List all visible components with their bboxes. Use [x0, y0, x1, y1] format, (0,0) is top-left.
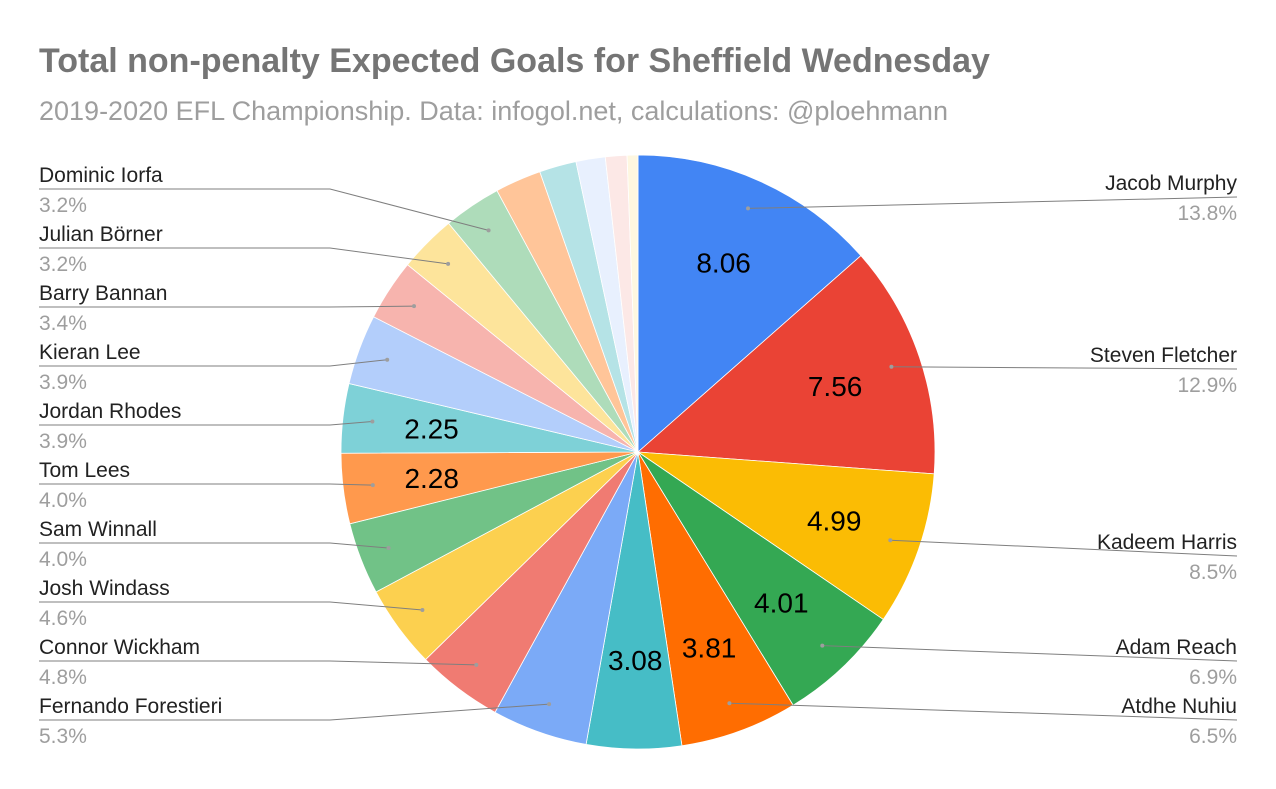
slice-labels: Jacob Murphy 13.8% Steven Fletcher 12.9% Kad…	[39, 164, 1237, 748]
slice-name-label: Atdhe Nuhiu	[1121, 695, 1237, 718]
slice-name-label: Jacob Murphy	[1105, 172, 1237, 195]
slice-value-label: 4.01	[754, 588, 809, 619]
slice-percent-label: 4.0%	[39, 489, 87, 512]
slice-percent-label: 4.8%	[39, 666, 87, 689]
slice-name-label: Kieran Lee	[39, 341, 141, 364]
slice-name-label: Dominic Iorfa	[39, 164, 163, 187]
leader-line	[747, 196, 1238, 209]
leader-line	[39, 359, 388, 367]
pie-slice-atdhe-nuhiu	[637, 451, 794, 747]
leader-line	[39, 247, 449, 265]
leader-dot	[820, 643, 825, 648]
leader-dot	[888, 538, 893, 543]
slice-percent-label: 6.5%	[1189, 725, 1237, 748]
leader-line	[890, 539, 1238, 557]
slice-name-label: Fernando Forestieri	[39, 695, 222, 718]
leader-line	[39, 305, 415, 308]
pie-slice-20	[626, 154, 639, 453]
slice-name-label: Julian Börner	[39, 223, 163, 246]
leader-dot	[746, 206, 750, 211]
slice-name-label: Sam Winnall	[39, 518, 157, 541]
slice-name-label: Steven Fletcher	[1090, 344, 1237, 367]
pie-slices	[340, 154, 936, 750]
leader-lines	[39, 188, 1238, 721]
leader-line	[39, 483, 373, 486]
slice-percent-label: 3.9%	[39, 430, 87, 453]
slice-percent-label: 3.2%	[39, 194, 87, 217]
leader-line	[39, 660, 477, 666]
leader-dot	[547, 702, 552, 707]
slice-percent-label: 4.6%	[39, 607, 87, 630]
slice-name-label: Adam Reach	[1116, 636, 1237, 659]
slice-value-label: 3.08	[608, 645, 663, 676]
leader-dot	[386, 546, 391, 550]
pie-slice-jacob-murphy	[637, 154, 862, 453]
leader-dot	[446, 261, 451, 266]
leader-line	[39, 703, 550, 721]
leader-dot	[486, 228, 491, 233]
chart-title: Total non-penalty Expected Goals for She…	[39, 42, 990, 80]
leader-dot	[474, 662, 479, 667]
slice-value-label: 4.99	[807, 506, 862, 537]
leader-dot	[370, 483, 375, 488]
slice-value-label: 2.28	[404, 463, 459, 494]
slice-percent-label: 3.9%	[39, 371, 87, 394]
slice-percent-label: 6.9%	[1189, 666, 1237, 689]
leader-line	[822, 645, 1238, 662]
leader-line	[891, 366, 1238, 370]
leader-dot	[420, 608, 425, 612]
leader-line	[39, 542, 389, 549]
slice-name-label: Connor Wickham	[39, 636, 200, 659]
leader-dot	[889, 364, 894, 369]
leader-dot	[370, 419, 375, 424]
slice-value-label: 7.56	[808, 371, 863, 402]
slice-name-label: Kadeem Harris	[1097, 531, 1237, 554]
slice-percent-label: 5.3%	[39, 725, 87, 748]
leader-dot	[412, 304, 416, 309]
leader-dot	[727, 701, 732, 706]
slice-value-label: 3.81	[682, 632, 737, 663]
chart-subtitle: 2019-2020 EFL Championship. Data: infogo…	[39, 96, 948, 126]
slice-percent-label: 13.8%	[1177, 202, 1237, 225]
pie-slice-adam-reach	[637, 451, 884, 706]
slice-percent-label: 12.9%	[1177, 374, 1237, 397]
leader-line	[39, 421, 373, 426]
slice-value-label: 8.06	[696, 248, 751, 279]
slice-percent-label: 3.4%	[39, 312, 87, 335]
pie-slice-kadeem-harris	[636, 451, 935, 621]
slice-name-label: Josh Windass	[39, 577, 170, 600]
leader-line	[39, 188, 489, 231]
slice-name-label: Jordan Rhodes	[39, 400, 181, 423]
slice-value-label: 2.25	[404, 413, 459, 444]
pie-slice-steven-fletcher	[637, 255, 936, 475]
slice-percent-label: 4.0%	[39, 548, 87, 571]
leader-dot	[385, 357, 390, 362]
slice-percent-label: 8.5%	[1189, 561, 1237, 584]
slice-name-label: Barry Bannan	[39, 282, 167, 305]
leader-line	[729, 702, 1238, 721]
slice-percent-label: 3.2%	[39, 253, 87, 276]
leader-line	[39, 601, 423, 611]
value-labels: 8.06 7.56 4.99 4.01 3.81 3.08 2.28 2.25	[404, 248, 862, 676]
slice-name-label: Tom Lees	[39, 459, 130, 482]
